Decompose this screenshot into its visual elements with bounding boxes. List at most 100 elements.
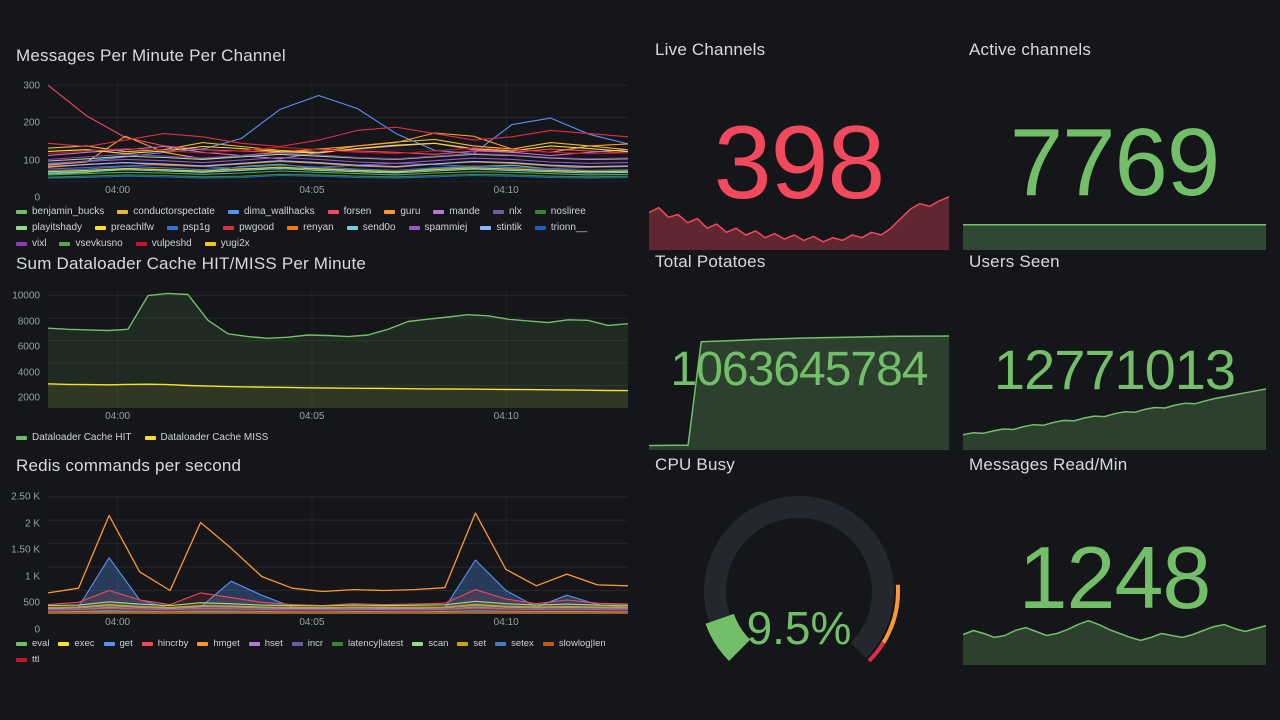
legend-item[interactable]: renyan	[287, 222, 334, 233]
legend-item[interactable]: nosliree	[534, 206, 586, 217]
panel-title[interactable]: Total Potatoes	[655, 252, 766, 271]
legend-label: stintik	[496, 222, 522, 233]
legend-item[interactable]: forsen	[327, 206, 372, 217]
time-series-chart: 2.50 K 2 K 1.50 K 1 K 500 0 04:00 04:05 04:10	[10, 492, 628, 636]
y-axis-tick: 0	[34, 192, 40, 204]
legend-item[interactable]: yugi2x	[204, 238, 250, 249]
legend-item[interactable]: pwgood	[223, 222, 274, 233]
legend-label: benjamin_bucks	[32, 206, 105, 217]
panel-title[interactable]: Messages Read/Min	[969, 455, 1128, 474]
legend-item[interactable]: stintik	[480, 222, 522, 233]
y-axis-tick: 200	[23, 117, 40, 129]
legend-item[interactable]: conductorspectate	[117, 206, 215, 217]
panel-title[interactable]: Sum Dataloader Cache HIT/MISS Per Minute	[16, 254, 367, 273]
legend-label: preachlfw	[111, 222, 154, 233]
legend-item[interactable]: hmget	[197, 638, 240, 649]
legend-label: latency|latest	[348, 638, 404, 649]
legend-item[interactable]: vsevkusno	[59, 238, 123, 249]
legend-swatch-icon	[287, 225, 299, 230]
legend-swatch-icon	[16, 241, 27, 246]
legend-item[interactable]: eval	[16, 638, 49, 649]
legend-item[interactable]: benjamin_bucks	[16, 206, 104, 217]
legend-swatch-icon	[223, 225, 235, 230]
x-axis: 04:00 04:05 04:10	[48, 614, 628, 630]
panel-active-channels: Active channels 7769	[963, 40, 1266, 250]
legend-label: eval	[32, 638, 50, 649]
legend-label: nlx	[508, 206, 522, 217]
legend-item[interactable]: incr	[291, 638, 324, 649]
legend-item[interactable]: vulpeshd	[135, 238, 192, 249]
legend-label: Dataloader Cache MISS	[160, 432, 269, 443]
panel-title[interactable]: Redis commands per second	[16, 456, 242, 475]
legend-swatch-icon	[16, 225, 27, 230]
legend-swatch-icon	[433, 209, 445, 214]
legend-label: mande	[449, 206, 480, 217]
legend-item[interactable]: latency|latest	[332, 638, 403, 649]
legend-label: renyan	[303, 222, 334, 233]
legend-swatch-icon	[144, 435, 156, 440]
legend-item[interactable]: vixl	[16, 238, 46, 249]
legend-item[interactable]: Dataloader Cache HIT	[16, 432, 132, 443]
panel-title[interactable]: Active channels	[969, 40, 1092, 59]
time-series-chart: 10000 8000 6000 4000 2000 04:00 04:05 04:10	[10, 290, 628, 424]
y-axis-tick: 4000	[17, 367, 40, 379]
panel-title[interactable]: Messages Per Minute Per Channel	[16, 46, 286, 65]
y-axis: 10000 8000 6000 4000 2000	[10, 290, 48, 424]
legend-label: slowlog|len	[558, 638, 606, 649]
legend-swatch-icon	[542, 641, 554, 646]
panel-title[interactable]: Live Channels	[655, 40, 766, 59]
legend-label: playitshady	[32, 222, 83, 233]
chart-legend: eval exec get hincrby hmget hset incr latency|l…	[16, 638, 628, 665]
legend-item[interactable]: trionn__	[534, 222, 587, 233]
legend-item[interactable]: guru	[384, 206, 420, 217]
legend-swatch-icon	[408, 225, 420, 230]
x-axis: 04:00 04:05 04:10	[48, 408, 628, 424]
legend-item[interactable]: spammiej	[408, 222, 467, 233]
gauge: 9.5%	[649, 491, 949, 705]
x-axis-tick: 04:05	[299, 185, 325, 196]
stat-body: 1063645784	[649, 288, 949, 450]
legend-item[interactable]: scan	[412, 638, 448, 649]
users-seen-sparkline	[963, 388, 1266, 450]
legend-item[interactable]: get	[103, 638, 133, 649]
panel-title[interactable]: Users Seen	[969, 252, 1060, 271]
legend-item[interactable]: mande	[433, 206, 480, 217]
legend-swatch-icon	[534, 225, 546, 230]
legend-label: hincrby	[157, 638, 189, 649]
legend-item[interactable]: exec	[58, 638, 95, 649]
legend-item[interactable]: hincrby	[141, 638, 189, 649]
legend-label: guru	[400, 206, 421, 217]
legend-item[interactable]: dima_wallhacks	[227, 206, 315, 217]
panel-live-channels: Live Channels 398	[649, 40, 949, 250]
chart-legend: Dataloader Cache HIT Dataloader Cache MIS…	[16, 432, 628, 443]
legend-item[interactable]: hset	[248, 638, 283, 649]
legend-item[interactable]: nlx	[492, 206, 522, 217]
y-axis-tick: 300	[23, 80, 40, 92]
legend-swatch-icon	[117, 209, 129, 214]
legend-swatch-icon	[457, 641, 469, 646]
legend-label: forsen	[343, 206, 372, 217]
legend-item[interactable]: Dataloader Cache MISS	[144, 432, 269, 443]
live-channels-sparkline	[649, 196, 949, 250]
legend-item[interactable]: setex	[495, 638, 534, 649]
dataloader-chart-canvas[interactable]	[48, 290, 628, 408]
legend-item[interactable]: psp1g	[166, 222, 211, 233]
redis-chart-canvas[interactable]	[48, 492, 628, 614]
y-axis-tick: 6000	[17, 341, 40, 353]
legend-swatch-icon	[16, 657, 27, 662]
legend-swatch-icon	[346, 225, 358, 230]
legend-item[interactable]: slowlog|len	[542, 638, 606, 649]
y-axis-tick: 0	[34, 624, 40, 636]
legend-label: scan	[428, 638, 449, 649]
legend-label: psp1g	[182, 222, 211, 233]
legend-item[interactable]: ttl	[16, 654, 39, 665]
legend-item[interactable]: playitshady	[16, 222, 82, 233]
legend-item[interactable]: send0o	[346, 222, 396, 233]
legend-label: incr	[307, 638, 324, 649]
messages-chart-canvas[interactable]	[48, 82, 628, 182]
legend-item[interactable]: preachlfw	[95, 222, 154, 233]
x-axis-tick: 04:00	[105, 411, 131, 422]
plot-area: 04:00 04:05 04:10	[48, 492, 628, 630]
legend-item[interactable]: set	[457, 638, 486, 649]
panel-title[interactable]: CPU Busy	[655, 455, 736, 474]
